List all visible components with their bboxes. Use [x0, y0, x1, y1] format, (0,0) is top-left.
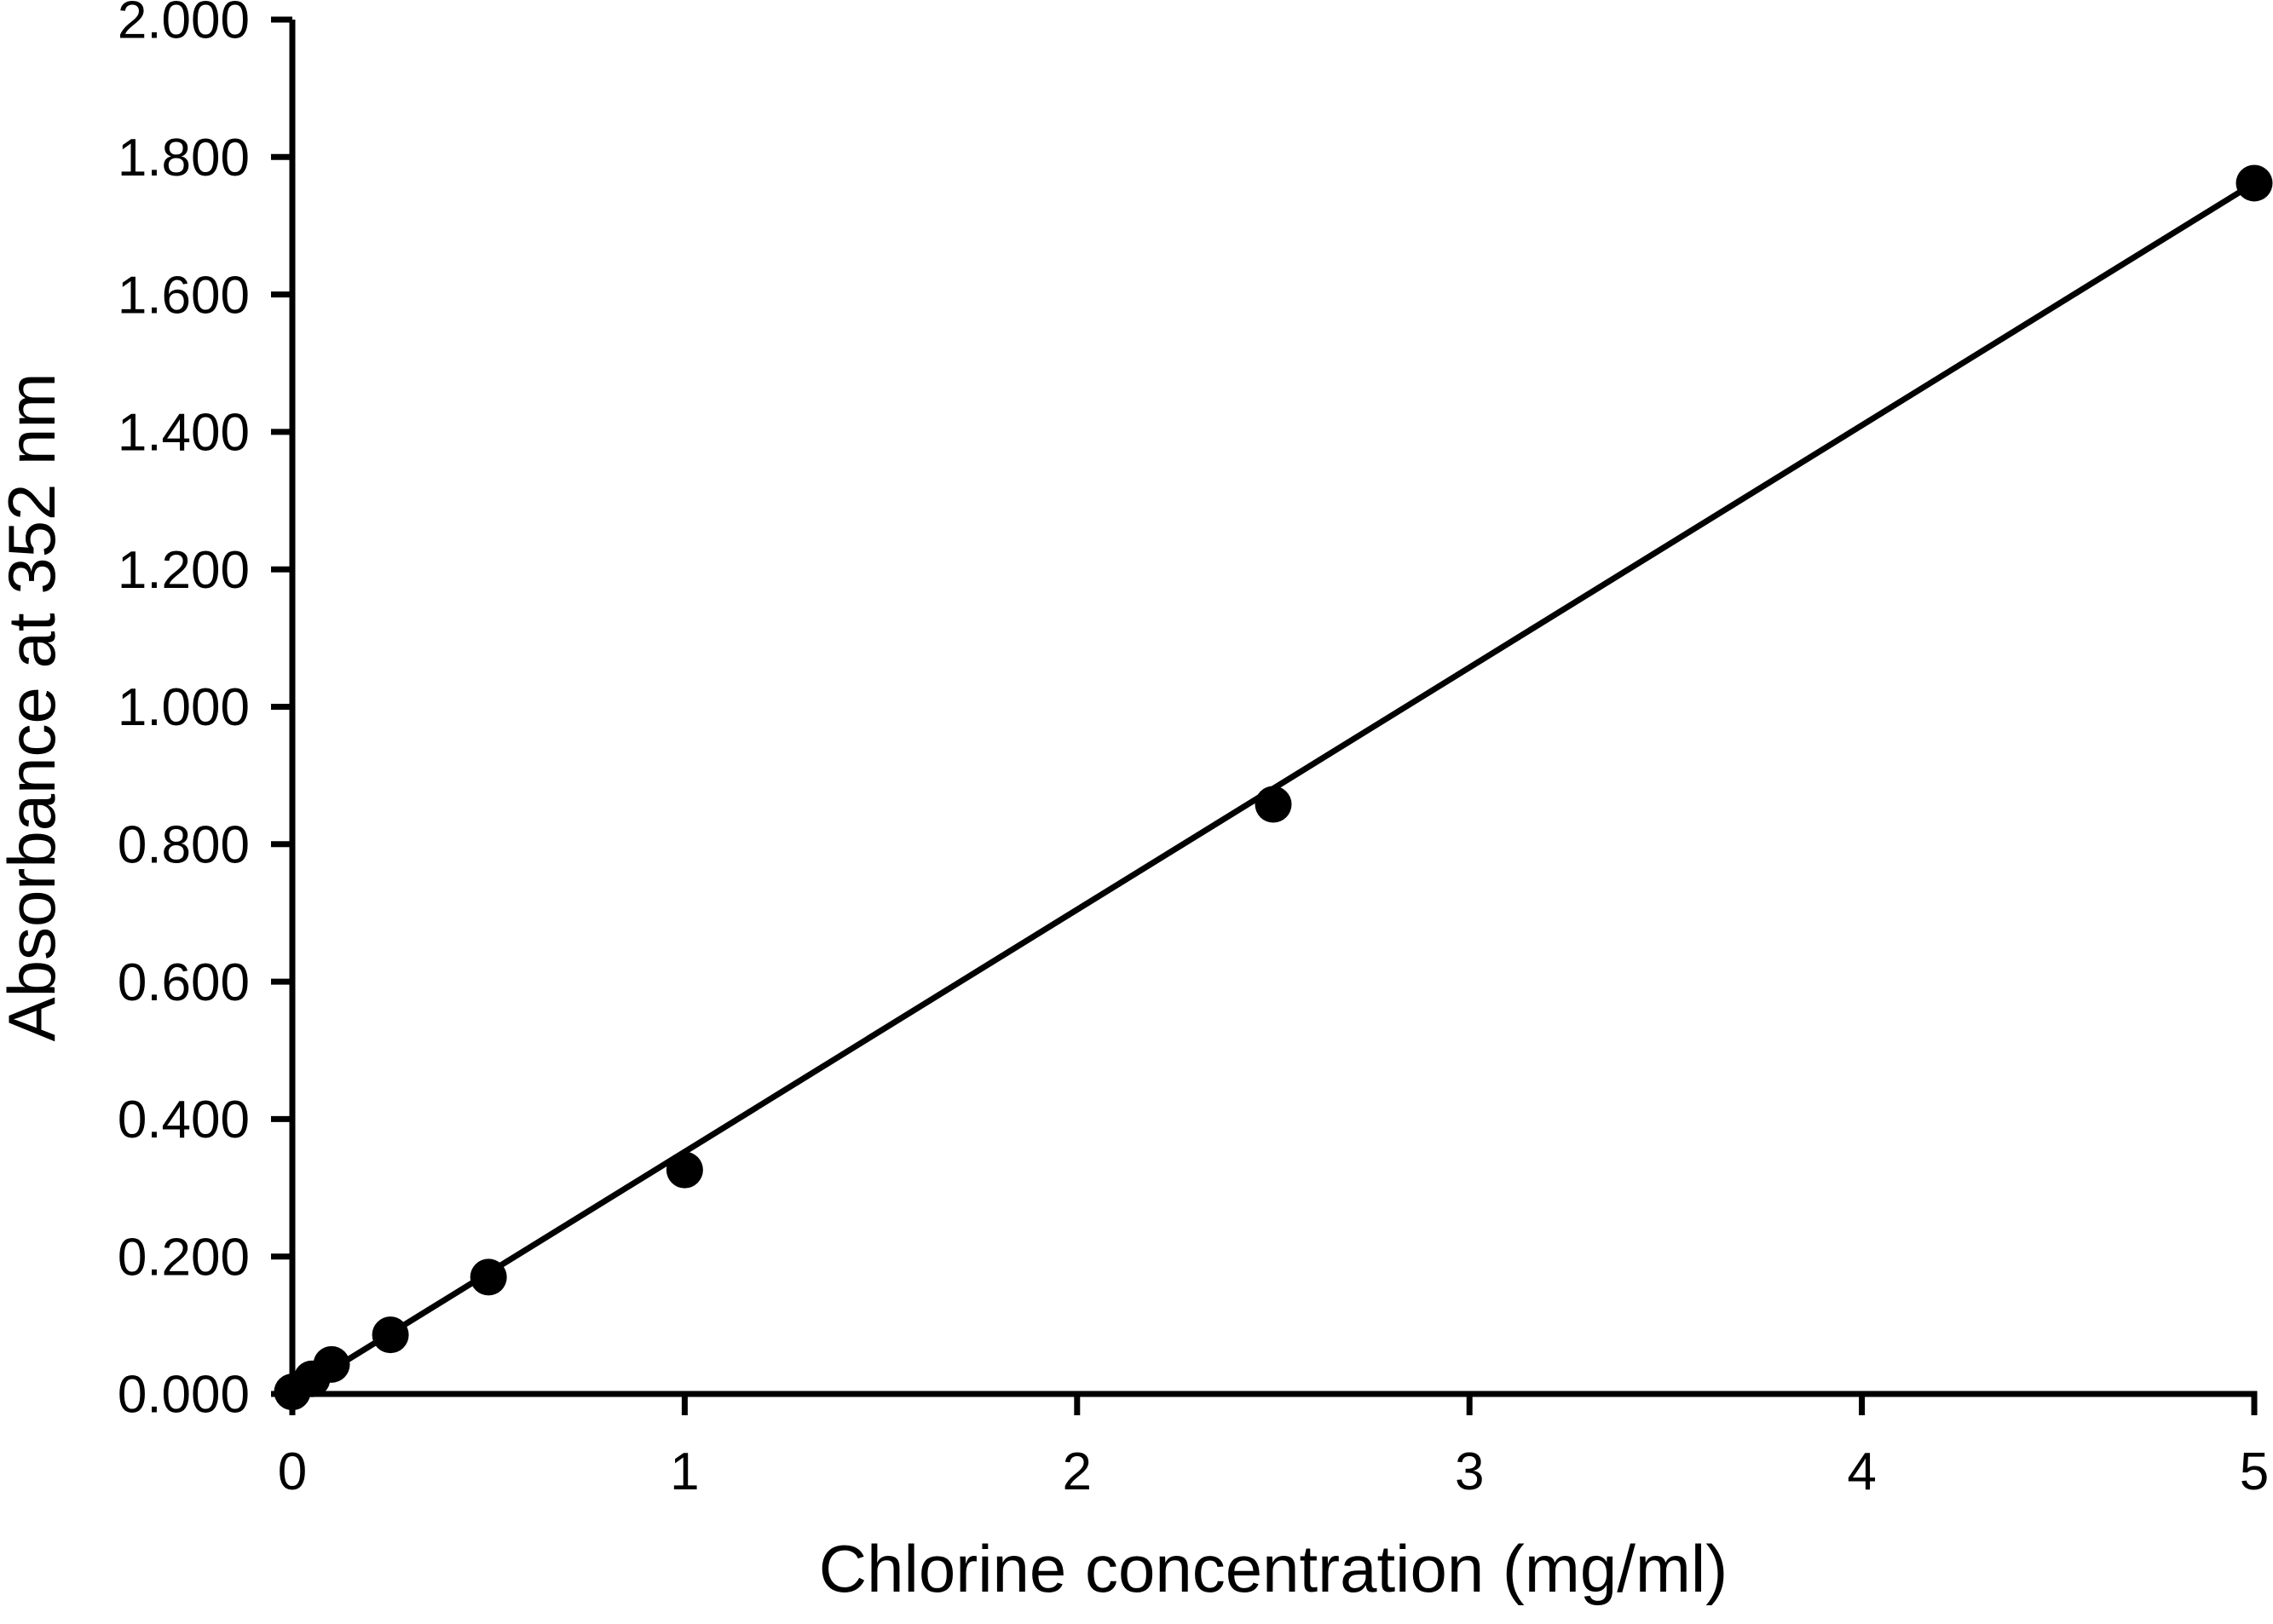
y-tick-label: 1.200: [118, 541, 250, 600]
x-tick-label: 4: [1847, 1443, 1876, 1501]
y-tick-label: 2.000: [118, 0, 250, 50]
data-point: [2236, 164, 2273, 202]
y-tick-label: 0.800: [118, 816, 250, 875]
y-tick-label: 0.200: [118, 1228, 250, 1287]
x-tick-label: 2: [1063, 1443, 1092, 1501]
y-tick-label: 1.800: [118, 129, 250, 187]
x-tick-label: 1: [670, 1443, 699, 1501]
y-tick-label: 1.400: [118, 404, 250, 463]
x-tick-label: 5: [2240, 1443, 2269, 1501]
x-axis-title: Chlorine concentration (mg/ml): [819, 1531, 1728, 1606]
data-point: [1255, 786, 1292, 823]
data-point: [313, 1345, 350, 1383]
y-tick-label: 0.000: [118, 1366, 250, 1425]
data-point: [372, 1316, 409, 1354]
y-tick-label: 0.400: [118, 1091, 250, 1149]
data-point: [666, 1151, 703, 1189]
y-tick-label: 1.600: [118, 266, 250, 325]
x-tick-label: 3: [1455, 1443, 1484, 1501]
data-point: [470, 1258, 507, 1296]
y-tick-label: 0.600: [118, 953, 250, 1012]
y-axis-title: Absorbance at 352 nm: [0, 373, 69, 1042]
x-tick-label: 0: [278, 1443, 307, 1501]
y-tick-label: 1.000: [118, 678, 250, 737]
